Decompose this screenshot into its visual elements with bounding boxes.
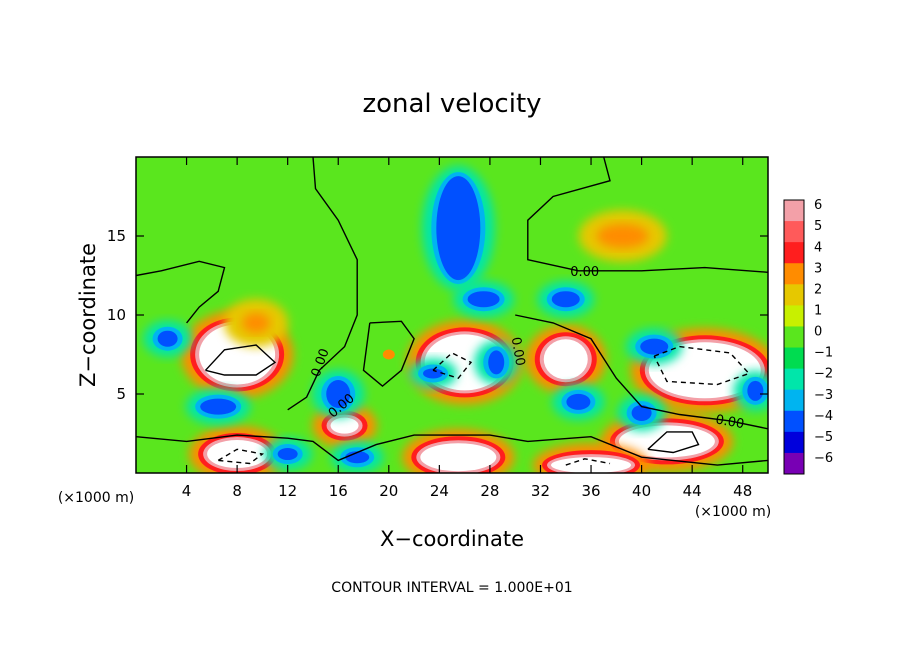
saturated-region	[420, 443, 497, 472]
colorbar-swatch	[784, 368, 804, 391]
negative-contour	[432, 352, 473, 380]
y-tick-label: 10	[107, 306, 126, 324]
contour-label: 0.00	[714, 412, 745, 432]
x-tick-label: 4	[182, 482, 192, 500]
colorbar-swatch	[784, 347, 804, 370]
colorbar-swatch	[784, 305, 804, 327]
positive-region	[242, 312, 271, 333]
colorbar-tick-label: 4	[814, 240, 822, 255]
colorbar-swatch	[784, 431, 804, 454]
x-tick-label: 36	[581, 482, 600, 500]
plot-area: 0.000.000.000.000.00 4 8 12 16 20 24 28 32 36 40 4…	[107, 156, 769, 500]
colorbar-tick-label: 6	[814, 198, 822, 213]
colorbar-swatch	[784, 410, 804, 433]
colorbar-tick-label: −2	[814, 367, 833, 382]
negative-region	[200, 398, 237, 415]
colorbar-swatch	[784, 452, 804, 475]
colorbar-tick-label: 3	[814, 261, 822, 276]
colorbar-tick-label: 2	[814, 282, 822, 297]
colorbar-tick-label: −1	[814, 346, 833, 361]
colorbar-tick-label: 1	[814, 303, 822, 318]
x-tick-label: 28	[480, 482, 499, 500]
x-tick-label: 48	[733, 482, 752, 500]
x-tick-label: 24	[430, 482, 449, 500]
colorbar: 6 5 4 3 2 1 0 −1 −2 −3 −4 −5 −6	[783, 198, 833, 475]
colorbar-tick-label: −6	[814, 451, 833, 466]
x-tick-label: 16	[329, 482, 348, 500]
saturated-region	[207, 440, 268, 469]
y-axis-label: Z−coordinate	[76, 243, 100, 387]
contour-label: 0.00	[508, 336, 528, 367]
zero-contour	[362, 320, 415, 388]
colorbar-tick-label: 5	[814, 219, 822, 234]
colorbar-swatch	[784, 326, 804, 349]
x-axis-label: X−coordinate	[380, 527, 524, 551]
negative-region	[566, 393, 591, 410]
colorbar-swatch	[784, 221, 804, 243]
negative-region	[277, 448, 298, 461]
x-tick-label: 12	[278, 482, 297, 500]
x-tick-label: 8	[232, 482, 242, 500]
x-tick-label: 44	[683, 482, 702, 500]
x-tick-label: 32	[531, 482, 550, 500]
negative-region	[488, 350, 505, 375]
positive-region	[596, 224, 649, 248]
colorbar-tick-label: 0	[814, 325, 822, 340]
negative-region	[551, 291, 580, 308]
x-unit-label-right: (×1000 m)	[695, 504, 771, 520]
colorbar-tick-label: −3	[814, 388, 833, 403]
colorbar-tick-label: −5	[814, 430, 833, 445]
colorbar-swatch	[784, 263, 804, 285]
colorbar-tick-label: −4	[814, 409, 833, 424]
negative-region	[631, 404, 652, 421]
contour-label: 0.00	[570, 265, 599, 280]
positive-region	[382, 349, 395, 360]
contour-interval-note: CONTOUR INTERVAL = 1.000E+01	[331, 580, 572, 596]
zero-contour	[136, 260, 226, 324]
saturated-region	[330, 417, 359, 434]
zero-contour	[527, 157, 768, 273]
negative-region	[640, 338, 669, 355]
zero-contour	[647, 431, 700, 454]
colorbar-swatch	[784, 242, 804, 264]
negative-region	[423, 368, 444, 379]
negative-contour	[217, 448, 265, 465]
negative-region	[157, 330, 178, 347]
negative-contour	[653, 345, 751, 386]
negative-region	[747, 380, 764, 401]
y-tick-label: 5	[116, 385, 126, 403]
negative-region	[436, 176, 481, 281]
x-unit-label-left: (×1000 m)	[58, 490, 134, 506]
negative-region	[345, 451, 370, 464]
zero-contour	[204, 344, 277, 376]
chart-title: zonal velocity	[362, 89, 541, 119]
negative-region	[467, 291, 500, 308]
colorbar-swatch	[784, 389, 804, 412]
zero-contour	[136, 434, 768, 466]
x-axis: 4 8 12 16 20 24 28 32 36 40 44 48	[182, 157, 752, 500]
y-tick-label: 15	[107, 227, 126, 245]
x-tick-label: 20	[379, 482, 398, 500]
negative-contour	[565, 458, 611, 466]
negative-region	[326, 380, 351, 408]
colorbar-swatch	[784, 284, 804, 306]
x-tick-label: 40	[632, 482, 651, 500]
zero-contour	[287, 157, 358, 411]
zero-contour	[515, 314, 768, 430]
colorbar-swatch	[784, 200, 804, 222]
colorbar-frame	[783, 199, 805, 475]
velocity-field	[143, 166, 768, 473]
y-axis: 5 10 15	[107, 227, 768, 403]
saturated-region	[543, 339, 588, 380]
saturated-region	[618, 425, 715, 458]
zero-contours	[136, 157, 768, 466]
